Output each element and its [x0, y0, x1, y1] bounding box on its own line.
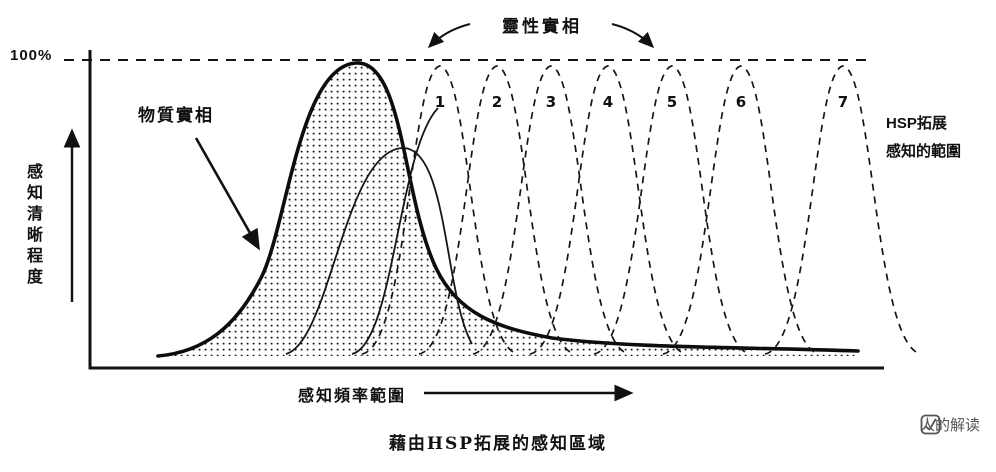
x-axis-label: 感知頻率範圍 [298, 388, 407, 405]
material-curve-fill [158, 62, 858, 356]
axes [88, 50, 884, 370]
inner-curve-2 [351, 107, 439, 355]
bell-curve-3 [472, 65, 630, 355]
hsp-range-line2: 感知的範圍 [886, 142, 962, 160]
hsp-range-line1: HSP拓展 [886, 115, 947, 132]
bell-number-2: 2 [492, 93, 502, 111]
bell-number-3: 3 [546, 93, 556, 111]
inner-curve-1 [285, 147, 473, 355]
bell-curve-group: 1 2 3 4 5 6 7 [361, 65, 922, 355]
bell-curve-2 [418, 65, 576, 355]
hsp-range-label: HSP拓展 感知的範圍 [886, 110, 961, 166]
bell-number-6: 6 [736, 93, 746, 111]
watermark-icon [920, 414, 941, 435]
bell-number-5: 5 [667, 93, 677, 111]
bell-curve-1 [361, 65, 519, 355]
bell-curve-7 [764, 65, 922, 355]
bell-curve-4 [529, 65, 687, 355]
watermark: 人的解读 [920, 414, 980, 435]
material-reality-label: 物質實相 [138, 106, 214, 125]
material-curve-outline [156, 61, 860, 358]
y-max-label: 100% [10, 47, 53, 64]
diagram-caption: 藉由HSP拓展的感知區域 [388, 434, 608, 454]
bell-curve-5 [593, 65, 751, 355]
bell-number-4: 4 [603, 93, 613, 111]
bell-number-1: 1 [435, 93, 445, 111]
spiritual-reality-label: 靈性實相 [502, 17, 582, 36]
spiritual-arrow-right [611, 23, 655, 49]
spiritual-arrow-left [427, 23, 471, 49]
bell-number-7: 7 [838, 93, 848, 111]
material-annotation-arrow [194, 137, 260, 251]
bell-curve-6 [662, 65, 820, 355]
y-axis-label: 感知清晰程度 [24, 163, 41, 289]
